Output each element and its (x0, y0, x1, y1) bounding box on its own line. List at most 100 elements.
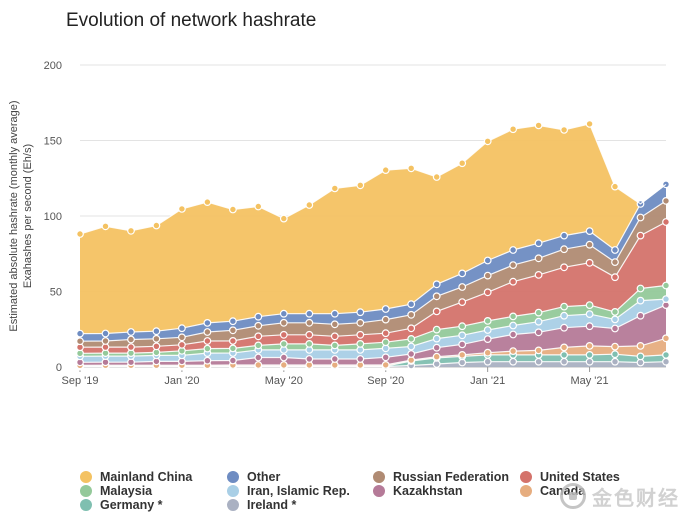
data-point (228, 326, 237, 335)
data-point (534, 121, 543, 130)
data-point (254, 202, 263, 211)
area-mainland-china (80, 123, 666, 334)
data-point (203, 344, 212, 353)
data-point (152, 342, 161, 351)
data-point (458, 351, 467, 359)
data-point (407, 300, 416, 309)
data-point (509, 330, 517, 339)
data-point (407, 350, 416, 358)
data-point (407, 324, 416, 333)
data-point (279, 309, 288, 318)
data-point (560, 351, 568, 359)
legend-item[interactable]: Malaysia (80, 484, 152, 498)
data-point (203, 356, 212, 365)
data-point (636, 213, 645, 222)
data-point (330, 332, 339, 341)
legend-swatch-icon (520, 485, 532, 497)
legend-item[interactable]: Other (227, 470, 280, 484)
data-point (585, 351, 594, 359)
legend-item[interactable]: United States (520, 470, 620, 484)
data-point (585, 301, 594, 310)
data-point (585, 322, 594, 331)
data-point (636, 311, 645, 320)
data-point (381, 305, 390, 313)
data-point (483, 288, 492, 297)
legend-label: Kazakhstan (393, 484, 463, 498)
y-axis-label-line: Estimated absolute hashrate (monthly ave… (8, 100, 20, 331)
data-point (509, 347, 517, 356)
legend-label: Germany * (100, 498, 163, 512)
watermark-text: 金色财经 (592, 485, 680, 510)
data-point (560, 245, 568, 254)
data-point (254, 312, 263, 321)
y-tick-label: 150 (44, 136, 62, 148)
data-point (662, 357, 670, 366)
legend-item[interactable]: Iran, Islamic Rep. (227, 484, 350, 498)
data-point (585, 258, 594, 267)
data-point (509, 357, 517, 366)
data-point (279, 361, 288, 369)
data-point (254, 353, 263, 362)
data-point (356, 181, 365, 190)
data-point (279, 318, 288, 327)
data-point (585, 227, 594, 236)
data-point (330, 341, 339, 350)
data-point (279, 340, 288, 348)
data-point (636, 296, 645, 305)
data-point (76, 230, 84, 238)
legend-label: Malaysia (100, 484, 153, 498)
data-point (432, 173, 441, 181)
series-line-germany- (80, 353, 667, 367)
data-point (152, 221, 161, 230)
data-point (611, 258, 619, 267)
data-point (127, 328, 135, 336)
data-point (611, 342, 619, 351)
series-line-kazakhstan (79, 304, 667, 363)
data-point (228, 356, 237, 365)
data-point (203, 337, 212, 345)
data-point (177, 340, 186, 349)
legend-swatch-icon (80, 485, 92, 497)
legend-item[interactable]: Russian Federation (373, 470, 509, 484)
data-point (636, 231, 645, 240)
series-line-malaysia (79, 284, 667, 354)
legend-swatch-icon (520, 471, 532, 483)
data-point (432, 343, 441, 352)
legend-item[interactable]: Ireland * (227, 498, 296, 512)
data-point (330, 184, 339, 193)
y-axis-label-line: Exahashes per second (Eh/s) (22, 144, 34, 288)
data-point (509, 321, 517, 330)
watermark-logo-icon (560, 483, 586, 509)
data-point (101, 329, 110, 338)
area-canada (80, 338, 666, 367)
data-point (279, 214, 288, 223)
data-point (356, 330, 365, 339)
data-point (177, 324, 186, 333)
data-point (560, 323, 568, 332)
data-point (483, 335, 492, 344)
legend-label: Russian Federation (393, 470, 509, 484)
data-point (509, 246, 517, 254)
series-line-united-states (79, 221, 667, 348)
data-point (585, 240, 594, 249)
legend-label: Other (247, 470, 281, 484)
data-point (101, 337, 110, 345)
data-point (356, 308, 365, 317)
data-point (407, 310, 416, 319)
legend-swatch-icon (227, 499, 239, 511)
data-point (636, 352, 645, 361)
data-point (432, 292, 441, 301)
data-point (534, 239, 543, 248)
data-point (203, 319, 212, 327)
legend-label: Iran, Islamic Rep. (247, 484, 350, 498)
data-point (356, 340, 365, 348)
legend-item[interactable]: Kazakhstan (373, 484, 462, 498)
legend-item[interactable]: Germany * (80, 498, 163, 512)
data-point (534, 357, 543, 366)
data-point (356, 355, 365, 363)
data-point (560, 343, 568, 352)
data-point (228, 344, 237, 353)
legend-item[interactable]: Mainland China (80, 470, 192, 484)
data-point (560, 125, 568, 134)
data-point (356, 318, 365, 327)
